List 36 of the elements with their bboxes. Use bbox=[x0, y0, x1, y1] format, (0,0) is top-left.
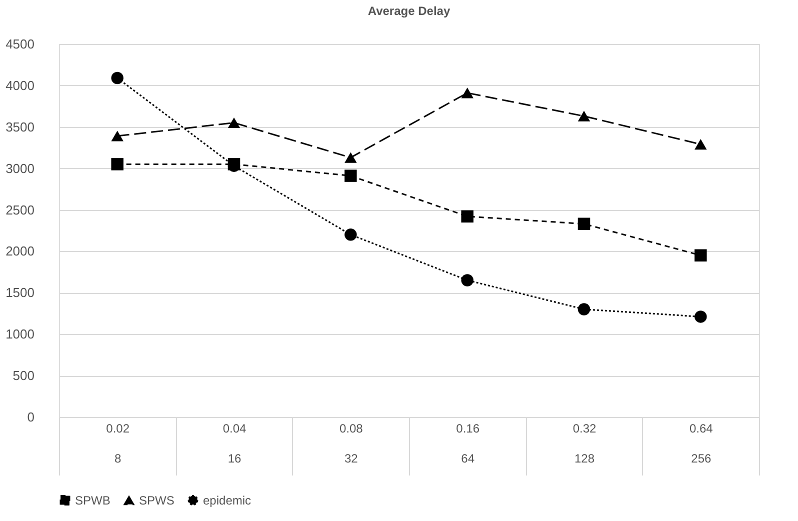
y-tick-label: 3500 bbox=[6, 119, 34, 134]
y-tick-label: 2500 bbox=[6, 202, 34, 218]
y-tick-label: 1500 bbox=[6, 285, 34, 300]
point bbox=[344, 228, 357, 241]
point bbox=[228, 117, 240, 128]
legend-label: SPWS bbox=[139, 494, 174, 508]
point bbox=[578, 218, 590, 230]
point bbox=[578, 303, 590, 316]
legend-label: SPWB bbox=[75, 493, 110, 508]
point bbox=[111, 72, 124, 84]
category-label: 0.04 16 bbox=[222, 422, 246, 466]
category-label: 0.32 128 bbox=[572, 422, 596, 466]
y-tick-label: 4000 bbox=[6, 78, 34, 93]
point bbox=[111, 130, 124, 142]
y-tick-label: 500 bbox=[12, 368, 34, 384]
y-tick-label: 4500 bbox=[6, 36, 34, 52]
point bbox=[461, 274, 474, 286]
point bbox=[578, 110, 590, 122]
category-label: 0.64 256 bbox=[689, 422, 713, 466]
y-tick-label: 3000 bbox=[6, 160, 34, 176]
category-label: 0.02 8 bbox=[106, 422, 130, 466]
chart-title: Average Delay bbox=[368, 4, 450, 18]
y-tick-label: 1000 bbox=[6, 326, 34, 342]
point bbox=[694, 310, 707, 323]
point bbox=[111, 158, 124, 170]
point bbox=[344, 170, 357, 182]
point bbox=[694, 249, 707, 262]
legend-label: epidemic bbox=[203, 493, 252, 508]
point bbox=[344, 152, 357, 163]
category-label: 0.16 64 bbox=[456, 422, 480, 466]
category-label: 0.08 32 bbox=[339, 422, 363, 466]
point bbox=[461, 210, 474, 223]
y-tick-label: 0 bbox=[27, 410, 34, 424]
point bbox=[461, 88, 474, 98]
y-tick-label: 2000 bbox=[6, 244, 34, 259]
point bbox=[694, 138, 707, 150]
